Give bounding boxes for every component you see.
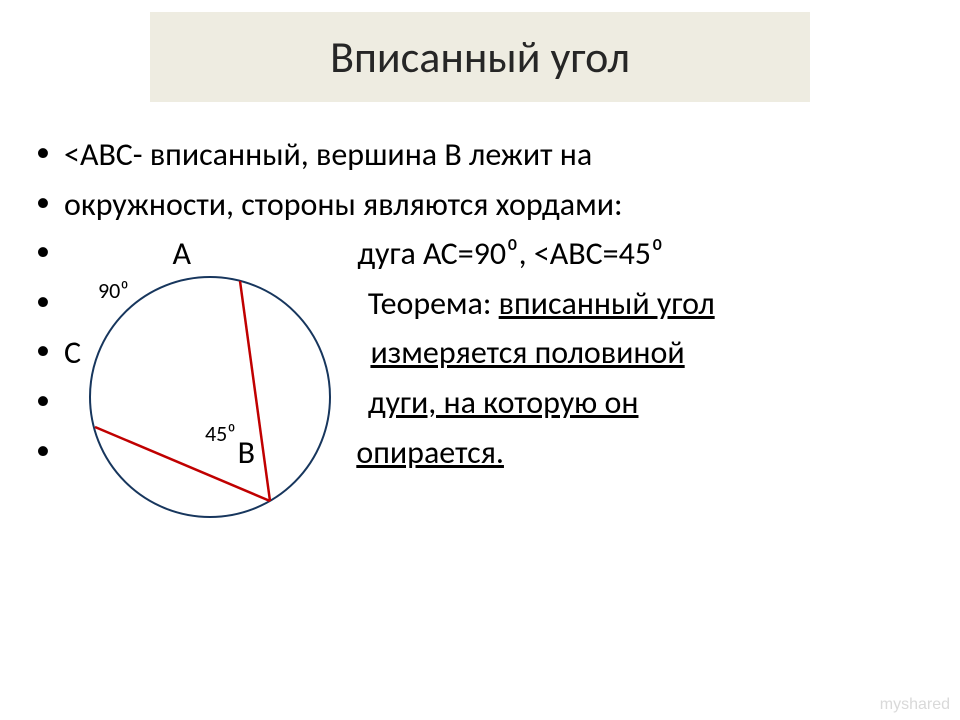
bullet-1: <АВС- вписанный, вершина В лежит на [30, 130, 940, 180]
page-title: Вписанный угол [330, 30, 630, 84]
bullet-4u: вписанный угол [499, 284, 715, 323]
bullet-5u: измеряется половиной [370, 333, 684, 372]
chord [95, 427, 270, 501]
bullet-2: окружности, стороны являются хордами: [30, 180, 940, 230]
bullet-2-text: окружности, стороны являются хордами: [64, 185, 623, 224]
bullet-6u: дуги, на которую он [368, 383, 639, 422]
circle [90, 277, 330, 517]
chord [240, 281, 270, 501]
bullet-1-text: <АВС- вписанный, вершина В лежит на [64, 135, 592, 174]
watermark: myshared [880, 696, 950, 714]
bullet-7u: опирается. [356, 433, 504, 472]
title-box: Вписанный угол [150, 12, 810, 102]
label-90: 90⁰ [98, 277, 129, 304]
label-45: 45⁰ [205, 420, 236, 447]
circle-diagram [70, 262, 350, 542]
